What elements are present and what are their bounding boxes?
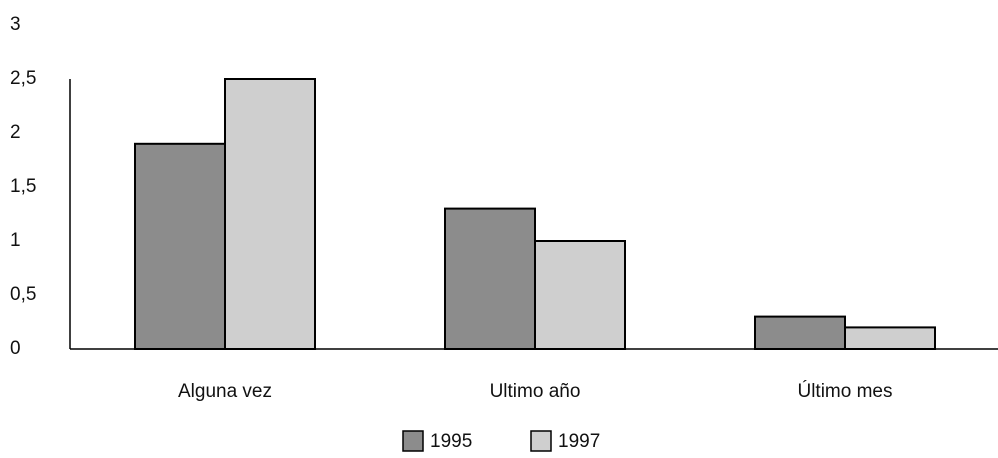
legend-label: 1995 [430, 431, 472, 452]
bar [534, 240, 626, 350]
bar [134, 142, 226, 350]
y-tick-label: 2 [10, 122, 21, 143]
y-tick-label: 0 [10, 338, 21, 359]
y-tick-label: 0,5 [10, 284, 36, 305]
legend-swatch [530, 430, 552, 452]
bar [754, 315, 846, 351]
bar [844, 326, 936, 350]
y-tick-label: 1,5 [10, 176, 36, 197]
y-tick-label: 1 [10, 230, 21, 251]
y-tick-label: 2,5 [10, 68, 36, 89]
legend-swatch [402, 430, 424, 452]
y-tick-label: 3 [10, 14, 21, 35]
x-tick-label: Alguna vez [178, 381, 272, 402]
x-tick-label: Último mes [797, 380, 892, 402]
legend-label: 1997 [558, 431, 600, 452]
x-tick-label: Ultimo año [490, 381, 581, 402]
bar [224, 78, 316, 350]
bar [444, 207, 536, 350]
